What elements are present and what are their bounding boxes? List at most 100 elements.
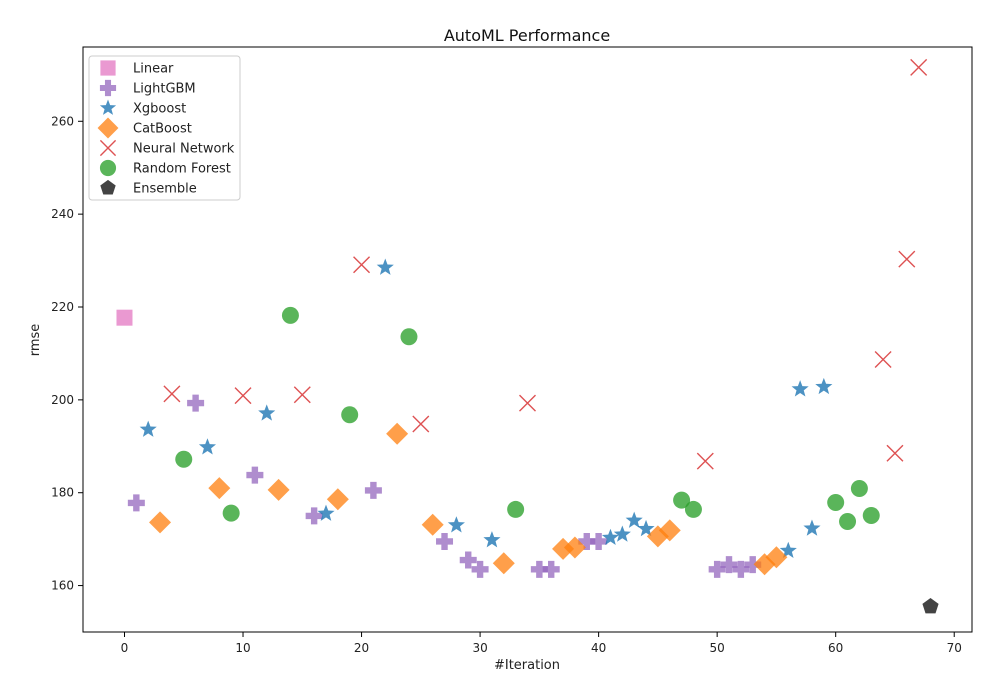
data-point [803, 519, 821, 536]
data-point [139, 420, 157, 437]
data-point [791, 380, 809, 397]
data-point [779, 541, 797, 559]
data-point [421, 513, 444, 536]
legend-entry-label: Xgboost [133, 102, 186, 117]
data-point [922, 597, 939, 614]
x-axis: 0 10 20 30 40 50 60 70 [121, 632, 962, 655]
data-point [198, 438, 217, 455]
legend-marker [99, 139, 117, 157]
data-point [175, 450, 193, 468]
data-point [127, 494, 145, 512]
series-ensemble [922, 597, 939, 614]
legend-marker [99, 79, 117, 97]
x-tick-label: 10 [235, 641, 250, 655]
data-point [862, 506, 880, 524]
data-point [208, 477, 231, 500]
series-lightgbm [127, 394, 762, 578]
data-point [459, 551, 477, 569]
y-axis-label: rmse [28, 324, 43, 357]
data-point [886, 444, 904, 462]
y-tick-label: 220 [51, 300, 74, 314]
data-point [578, 532, 596, 550]
data-point [815, 377, 833, 395]
data-point [910, 58, 928, 76]
data-point [492, 552, 515, 575]
legend-entry-label: Ensemble [133, 182, 197, 197]
y-tick-label: 160 [51, 579, 74, 593]
data-point [696, 452, 714, 470]
data-point [471, 560, 489, 578]
data-point [507, 500, 525, 518]
data-point [116, 309, 133, 326]
data-point [326, 488, 349, 511]
series-linear [116, 309, 133, 326]
plot-frame [82, 46, 973, 633]
data-point [436, 532, 454, 550]
x-tick-label: 40 [591, 641, 606, 655]
series-xgboost [139, 258, 833, 559]
data-point [412, 415, 430, 433]
data-point [839, 513, 857, 530]
data-point [163, 385, 181, 403]
data-point [234, 387, 252, 405]
data-point [246, 466, 264, 484]
data-point [149, 511, 172, 534]
chart-title: AutoML Performance [444, 26, 610, 45]
data-point [353, 256, 371, 274]
data-point [258, 404, 276, 421]
legend-marker [100, 60, 116, 76]
series-neural-network [163, 58, 928, 470]
y-tick-label: 260 [51, 114, 74, 128]
data-point [601, 528, 620, 546]
legend-entry-label: CatBoost [133, 122, 192, 137]
data-point [732, 560, 750, 578]
y-tick-label: 240 [51, 207, 74, 221]
x-tick-label: 0 [121, 641, 129, 655]
data-point [827, 493, 845, 511]
x-tick-label: 50 [710, 641, 725, 655]
data-point [364, 481, 382, 499]
data-point [874, 350, 892, 368]
data-point [542, 560, 560, 578]
series-random-forest [175, 306, 880, 530]
data-point [684, 500, 702, 518]
data-point [317, 504, 335, 521]
legend-marker [97, 117, 119, 139]
data-point [281, 306, 299, 324]
data-point [744, 556, 762, 574]
data-point [590, 532, 608, 550]
data-point [625, 511, 643, 528]
legend-marker [99, 159, 117, 177]
x-tick-label: 70 [947, 641, 962, 655]
legend-entry-label: Linear [133, 62, 174, 77]
data-point [222, 504, 240, 522]
x-tick-label: 60 [828, 641, 843, 655]
x-tick-label: 20 [354, 641, 369, 655]
x-tick-label: 30 [472, 641, 487, 655]
data-point [293, 386, 311, 404]
data-point [765, 546, 788, 569]
legend-entry-label: Neural Network [133, 142, 235, 157]
y-tick-label: 200 [51, 393, 74, 407]
legend-entry-label: LightGBM [133, 82, 196, 97]
data-point [563, 536, 586, 559]
data-point [187, 394, 205, 412]
legend-marker [99, 99, 117, 115]
data-point [376, 258, 394, 275]
data-point [447, 516, 465, 533]
series-catboost [149, 422, 788, 576]
data-point [483, 531, 501, 548]
data-point [613, 525, 631, 542]
data-point [673, 491, 691, 509]
data-point [305, 507, 323, 525]
data-point [530, 560, 548, 578]
data-point [658, 519, 681, 542]
data-point [386, 422, 409, 445]
data-point [341, 406, 359, 424]
data-point [898, 250, 916, 268]
data-point [850, 480, 868, 498]
legend-marker [100, 179, 116, 195]
legend-box [88, 55, 241, 201]
data-point [400, 328, 418, 346]
